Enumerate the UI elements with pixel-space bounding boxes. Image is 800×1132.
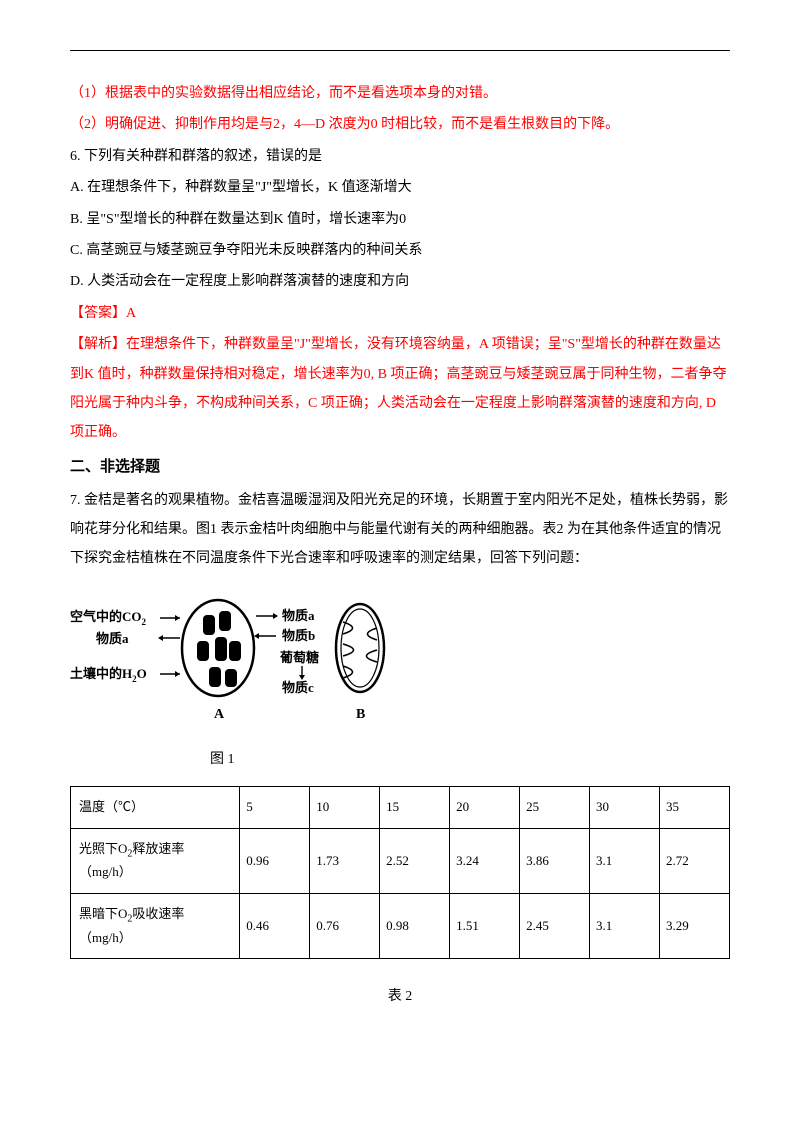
r1-20: 3.24 bbox=[450, 828, 520, 893]
q6-option-c: C. 高茎豌豆与矮茎豌豆争夺阳光未反映群落内的种间关系 bbox=[70, 236, 730, 265]
svg-text:空气中的CO2: 空气中的CO2 bbox=[70, 609, 147, 627]
r2-20: 1.51 bbox=[450, 894, 520, 959]
r2-30: 3.1 bbox=[590, 894, 660, 959]
r2-35: 3.29 bbox=[659, 894, 729, 959]
svg-text:物质c: 物质c bbox=[282, 680, 314, 695]
table-row-dark: 黑暗下O2吸收速率（mg/h） 0.46 0.76 0.98 1.51 2.45… bbox=[71, 894, 730, 959]
r2-25: 2.45 bbox=[520, 894, 590, 959]
r2-15: 0.98 bbox=[380, 894, 450, 959]
q6-option-d: D. 人类活动会在一定程度上影响群落演替的速度和方向 bbox=[70, 267, 730, 296]
row2-label: 黑暗下O2吸收速率（mg/h） bbox=[71, 894, 240, 959]
r1-5: 0.96 bbox=[240, 828, 310, 893]
q6-stem: 6. 下列有关种群和群落的叙述，错误的是 bbox=[70, 142, 730, 171]
svg-text:葡萄糖: 葡萄糖 bbox=[279, 650, 319, 665]
th-30: 30 bbox=[590, 786, 660, 828]
th-10: 10 bbox=[310, 786, 380, 828]
svg-text:物质a: 物质a bbox=[96, 631, 129, 646]
hint-2: （2）明确促进、抑制作用均是与2，4—D 浓度为0 时相比较，而不是看生根数目的… bbox=[70, 110, 730, 139]
r1-25: 3.86 bbox=[520, 828, 590, 893]
th-5: 5 bbox=[240, 786, 310, 828]
svg-text:B: B bbox=[356, 707, 365, 722]
q6-option-b: B. 呈"S"型增长的种群在数量达到K 值时，增长速率为0 bbox=[70, 205, 730, 234]
r1-30: 3.1 bbox=[590, 828, 660, 893]
hint-1: （1）根据表中的实验数据得出相应结论，而不是看选项本身的对错。 bbox=[70, 79, 730, 108]
figure-1: 空气中的CO2 物质a 土壤中的H2O A 物质a 物质b 葡萄糖 物质c B bbox=[70, 588, 730, 738]
answer-value: A bbox=[126, 306, 136, 321]
answer-label: 【答案】 bbox=[70, 306, 126, 321]
r1-15: 2.52 bbox=[380, 828, 450, 893]
row1-label: 光照下O2释放速率（mg/h） bbox=[71, 828, 240, 893]
svg-text:物质a: 物质a bbox=[282, 608, 315, 623]
page-top-rule bbox=[70, 50, 730, 51]
section-2-title: 二、非选择题 bbox=[70, 452, 730, 482]
q7-stem: 7. 金桔是著名的观果植物。金桔喜温暖湿润及阳光充足的环境，长期置于室内阳光不足… bbox=[70, 486, 730, 574]
svg-text:物质b: 物质b bbox=[282, 628, 315, 643]
th-35: 35 bbox=[659, 786, 729, 828]
figure-1-caption: 图 1 bbox=[210, 748, 730, 768]
svg-text:土壤中的H2O: 土壤中的H2O bbox=[70, 666, 147, 684]
r2-10: 0.76 bbox=[310, 894, 380, 959]
table-2: 温度（℃） 5 10 15 20 25 30 35 光照下O2释放速率（mg/h… bbox=[70, 786, 730, 960]
analysis-label: 【解析】 bbox=[70, 337, 126, 352]
q6-option-a: A. 在理想条件下，种群数量呈"J"型增长，K 值逐渐增大 bbox=[70, 173, 730, 202]
analysis-text: 在理想条件下，种群数量呈"J"型增长，没有环境容纳量，A 项错误；呈"S"型增长… bbox=[70, 337, 726, 440]
th-15: 15 bbox=[380, 786, 450, 828]
q6-answer-line: 【答案】A bbox=[70, 299, 730, 328]
table-header-row: 温度（℃） 5 10 15 20 25 30 35 bbox=[71, 786, 730, 828]
svg-text:A: A bbox=[214, 707, 225, 722]
th-temp: 温度（℃） bbox=[71, 786, 240, 828]
r2-5: 0.46 bbox=[240, 894, 310, 959]
th-20: 20 bbox=[450, 786, 520, 828]
r1-35: 2.72 bbox=[659, 828, 729, 893]
th-25: 25 bbox=[520, 786, 590, 828]
table-2-caption: 表 2 bbox=[70, 985, 730, 1005]
r1-10: 1.73 bbox=[310, 828, 380, 893]
table-row-light: 光照下O2释放速率（mg/h） 0.96 1.73 2.52 3.24 3.86… bbox=[71, 828, 730, 893]
q6-analysis: 【解析】在理想条件下，种群数量呈"J"型增长，没有环境容纳量，A 项错误；呈"S… bbox=[70, 330, 730, 448]
